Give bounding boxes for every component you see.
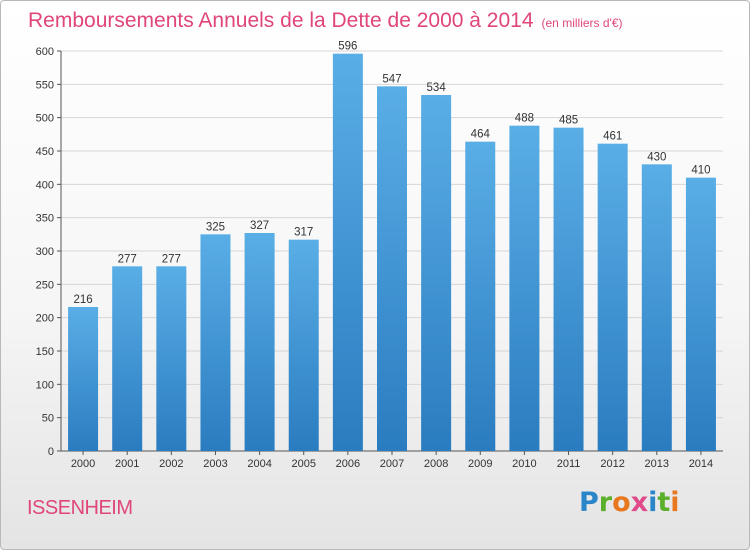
logo-letter: x [630,487,649,518]
x-tick-label: 2005 [291,458,315,470]
y-tick-label: 450 [36,146,54,158]
bar [421,95,452,451]
bar [288,239,319,451]
city-name: ISSENHEIM [27,497,133,519]
x-tick-label: 2011 [557,458,581,470]
chart-title: Remboursements Annuels de la Dette de 20… [28,9,623,33]
bar-value-label: 327 [250,220,269,232]
bar-value-label: 410 [691,165,710,177]
y-tick-label: 500 [36,113,54,125]
bar-value-label: 430 [647,151,666,163]
logo-letter: t [657,487,671,518]
y-tick-label: 200 [36,313,54,325]
x-tick-label: 2004 [247,458,271,470]
bar-value-label: 277 [162,253,181,265]
x-tick-label: 2003 [203,458,227,470]
y-tick-label: 100 [36,379,54,391]
logo-letter: o [612,487,631,518]
bar [465,141,496,451]
x-tick-label: 2001 [115,458,139,470]
x-tick-label: 2000 [71,458,95,470]
proxiti-logo: Proxiti [579,487,680,518]
bar [597,143,628,451]
bar-value-label: 277 [118,253,137,265]
bar-value-label: 488 [515,113,534,125]
logo-letter: i [670,487,680,518]
bar [68,307,99,451]
logo-letter: P [579,487,599,518]
bar [200,234,231,451]
y-tick-label: 600 [36,46,54,58]
bar-value-label: 596 [338,41,357,53]
bar-value-label: 216 [73,294,92,306]
x-tick-label: 2014 [689,458,713,470]
x-tick-label: 2008 [424,458,448,470]
x-tick-label: 2007 [380,458,404,470]
bar-value-label: 547 [382,73,401,85]
x-tick-label: 2006 [336,458,360,470]
bar [509,125,540,452]
bar [332,53,363,452]
x-tick-label: 2010 [512,458,536,470]
y-tick-label: 350 [36,213,54,225]
y-tick-label: 250 [36,279,54,291]
y-tick-label: 150 [36,346,54,358]
y-tick-label: 0 [48,446,54,458]
x-tick-label: 2002 [159,458,183,470]
y-tick-label: 300 [36,246,54,258]
x-tick-label: 2009 [468,458,492,470]
bar [377,86,407,451]
bar-value-label: 461 [603,131,622,143]
y-tick-label: 50 [42,413,54,425]
bar [244,233,275,451]
bar [156,266,187,451]
bar [685,177,716,451]
bar-value-label: 534 [427,82,447,94]
bar [641,164,672,452]
chart-title-main: Remboursements Annuels de la Dette de 20… [28,9,534,32]
chart-unit-note: (en milliers d'€) [541,16,623,30]
y-tick-label: 400 [36,179,54,191]
logo-letter: r [598,487,613,518]
bar [112,266,143,451]
y-tick-label: 550 [36,79,54,91]
x-tick-label: 2012 [600,458,624,470]
bar [553,127,584,452]
bar-value-label: 317 [294,227,313,239]
bar-value-label: 464 [471,129,491,141]
bar-value-label: 325 [206,221,225,233]
bar-value-label: 485 [559,115,578,127]
x-tick-label: 2013 [645,458,669,470]
logo-letter: i [648,487,658,518]
